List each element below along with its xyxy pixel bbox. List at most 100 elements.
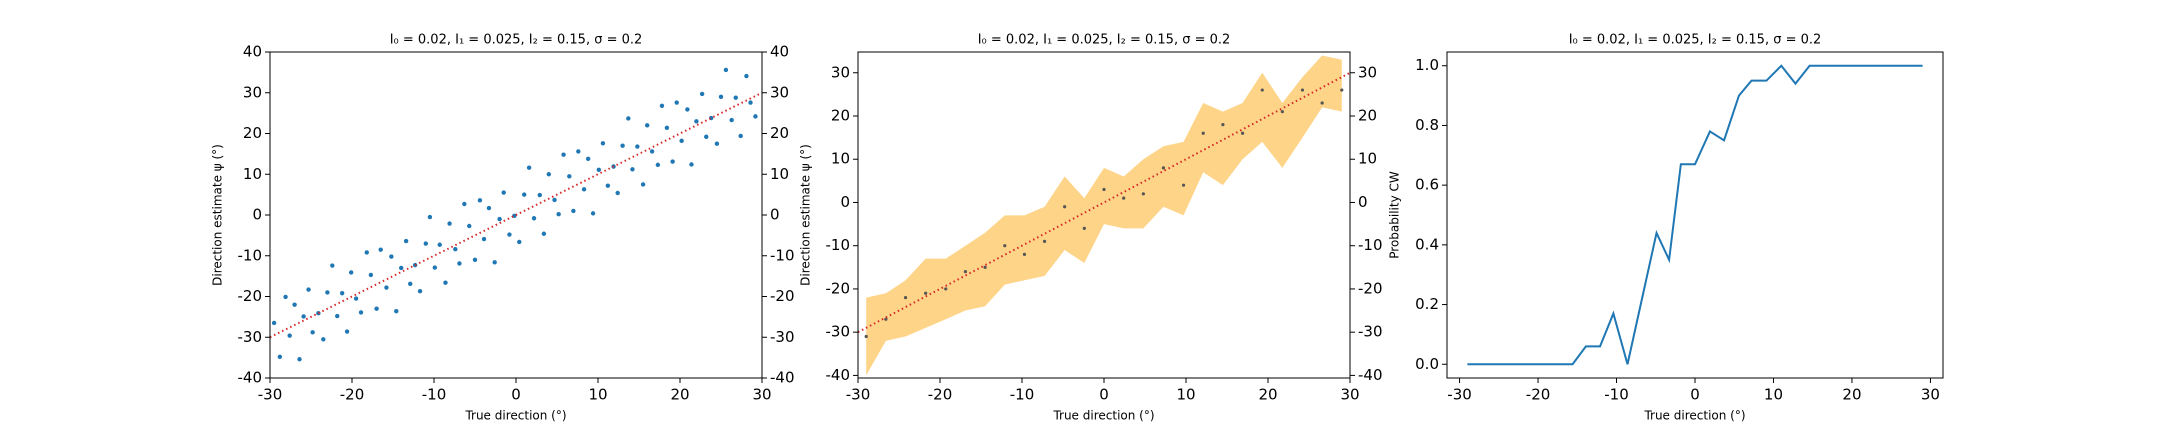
scatter-point <box>738 133 743 139</box>
y2-tick-label: 20 <box>770 124 789 142</box>
identity-line <box>269 91 763 339</box>
scatter-point <box>423 241 428 246</box>
mean-point <box>1082 226 1086 231</box>
y-tick-label: -30 <box>238 328 263 346</box>
scatter-point <box>492 260 497 265</box>
line <box>1467 64 1923 366</box>
x-tick-label: -10 <box>422 386 447 404</box>
scatter-point <box>453 247 458 252</box>
scatter-point <box>310 330 315 335</box>
scatter-point <box>344 329 350 334</box>
chart-title: I₀ = 0.02, I₁ = 0.025, I₂ = 0.15, σ = 0.… <box>978 33 1231 48</box>
y-tick-label: -40 <box>826 366 851 384</box>
y-tick-label: 40 <box>243 43 262 61</box>
scatter-point <box>714 141 720 146</box>
mean-point <box>1003 244 1007 248</box>
mean-point <box>864 334 868 339</box>
mean-point <box>903 295 908 300</box>
scatter-point <box>277 354 283 360</box>
y2-tick-label: 30 <box>770 83 789 101</box>
x-tick-label: 0 <box>511 386 521 404</box>
scatter-point <box>447 221 452 226</box>
scatter-point <box>723 67 729 73</box>
scatter-point <box>403 238 409 244</box>
scatter-point <box>507 232 512 237</box>
y-tick-label: 30 <box>243 83 262 101</box>
scatter-point <box>664 125 670 130</box>
mean-point <box>1221 123 1225 127</box>
y2-tick-label: 30 <box>1358 63 1377 81</box>
x-tick-label: -10 <box>1604 386 1629 404</box>
scatter-point <box>753 114 758 119</box>
scatter-point <box>325 290 330 295</box>
identity-line <box>857 71 1351 334</box>
scatter-point <box>605 183 611 188</box>
y-tick-label: -30 <box>826 323 851 341</box>
y2-tick-label: -40 <box>1358 366 1383 384</box>
scatter-point <box>733 95 738 100</box>
x-tick-label: -30 <box>1447 386 1472 404</box>
scatter-point <box>457 261 462 266</box>
x-tick-label: -20 <box>1526 386 1551 404</box>
mean-point <box>1320 101 1324 105</box>
y-tick-label: 0.2 <box>1415 295 1439 313</box>
x-tick-label: 20 <box>1258 386 1277 404</box>
scatter-point <box>704 134 709 139</box>
scatter-point <box>556 211 561 217</box>
y2-tick-label: 0 <box>770 206 780 224</box>
scatter-point <box>437 242 442 247</box>
scatter-point <box>358 310 364 315</box>
scatter-point <box>297 357 302 362</box>
mean-point <box>1141 192 1145 196</box>
scatter-point <box>330 263 335 268</box>
mean-point <box>963 270 968 274</box>
y-tick-label: 0.0 <box>1415 355 1439 373</box>
scatter-point <box>522 192 527 197</box>
scatter-point <box>718 94 724 100</box>
x-axis-label: True direction (°) <box>464 409 566 423</box>
scatter-point <box>417 289 423 294</box>
confidence-band <box>866 55 1342 376</box>
x-tick-label: 20 <box>670 386 689 404</box>
y-tick-label: 10 <box>243 165 262 183</box>
scatter-point <box>571 208 576 214</box>
mean-point <box>1042 239 1047 243</box>
scatter-point <box>321 337 326 342</box>
x-tick-label: 10 <box>588 386 607 404</box>
scatter-point <box>640 182 646 187</box>
x-tick-label: 30 <box>752 386 771 404</box>
scatter-point <box>596 167 602 172</box>
scatter-point <box>567 174 572 179</box>
scatter-point <box>674 100 679 105</box>
x-axis-label: True direction (°) <box>1052 409 1154 423</box>
x-tick-label: 10 <box>1176 386 1195 404</box>
x-tick-label: -20 <box>928 386 953 404</box>
y-axis-label: Direction estimate ψ (°) <box>799 144 813 286</box>
scatter-point <box>443 280 448 285</box>
y-tick-label: 1.0 <box>1415 56 1439 74</box>
y-axis-label: Probability CW <box>1388 171 1402 259</box>
scatter-point <box>670 159 675 164</box>
y-tick-label: -20 <box>826 279 851 297</box>
scatter-point <box>517 239 522 245</box>
y2-tick-label: -20 <box>770 287 795 305</box>
y-tick-label: 0.6 <box>1415 176 1439 194</box>
y2-tick-label: 0 <box>1358 193 1368 211</box>
y2-tick-label: -20 <box>1358 279 1383 297</box>
x-tick-label: 30 <box>1921 386 1940 404</box>
y2-tick-label: 10 <box>1358 150 1377 168</box>
mean-point <box>1260 88 1264 92</box>
scatter-point <box>615 190 620 196</box>
scatter-point <box>537 192 542 198</box>
scatter-point <box>287 333 292 338</box>
scatter-point <box>384 285 389 290</box>
mean-point <box>1280 110 1284 114</box>
y-tick-label: -40 <box>238 369 263 387</box>
scatter-point <box>462 201 467 207</box>
y-tick-label: -10 <box>826 236 851 254</box>
y2-tick-label: -40 <box>770 369 795 387</box>
scatter-point <box>546 172 551 177</box>
scatter-point <box>655 162 661 168</box>
mean-point <box>1300 88 1305 92</box>
